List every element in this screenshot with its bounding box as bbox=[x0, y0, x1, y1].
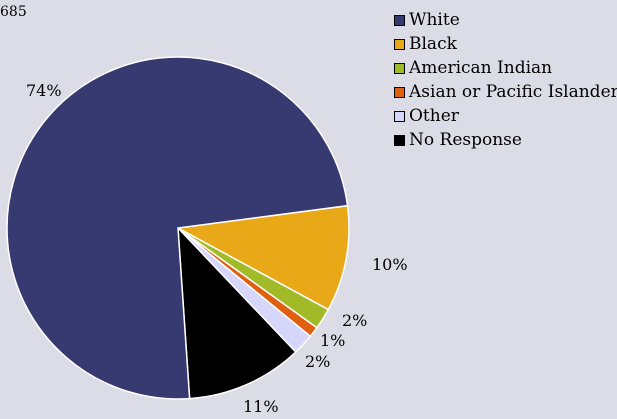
slice-label-no-response: 11% bbox=[243, 397, 279, 416]
slice-label-other: 2% bbox=[305, 352, 330, 371]
chart-legend: White Black American Indian Asian or Pacifi… bbox=[394, 8, 617, 152]
legend-label: White bbox=[409, 10, 460, 30]
pie-slice-no-response bbox=[177, 225, 297, 400]
slice-label-black: 10% bbox=[372, 255, 408, 274]
legend-item-white: White bbox=[394, 8, 617, 32]
legend-label: Asian or Pacific Islander bbox=[409, 82, 617, 102]
pie-slice-white bbox=[6, 56, 349, 400]
slice-label-white: 74% bbox=[26, 81, 62, 100]
slice-label-asian-or-pacific-islander: 1% bbox=[320, 331, 345, 350]
legend-label: Black bbox=[409, 34, 457, 54]
legend-item-other: Other bbox=[394, 104, 617, 128]
legend-label: American Indian bbox=[409, 58, 553, 78]
legend-swatch bbox=[394, 134, 405, 146]
legend-swatch bbox=[394, 110, 405, 122]
legend-label: No Response bbox=[409, 130, 522, 150]
slice-label-american-indian: 2% bbox=[342, 311, 367, 330]
count-label: 685 bbox=[0, 4, 27, 20]
legend-item-american-indian: American Indian bbox=[394, 56, 617, 80]
legend-item-asian-or-pacific-islander: Asian or Pacific Islander bbox=[394, 80, 617, 104]
legend-swatch bbox=[394, 38, 405, 50]
legend-label: Other bbox=[409, 106, 459, 126]
legend-item-black: Black bbox=[394, 32, 617, 56]
legend-item-no-response: No Response bbox=[394, 128, 617, 152]
legend-swatch bbox=[394, 62, 405, 74]
legend-swatch bbox=[394, 14, 405, 26]
pie-slice-black bbox=[175, 204, 350, 311]
legend-swatch bbox=[394, 86, 405, 98]
